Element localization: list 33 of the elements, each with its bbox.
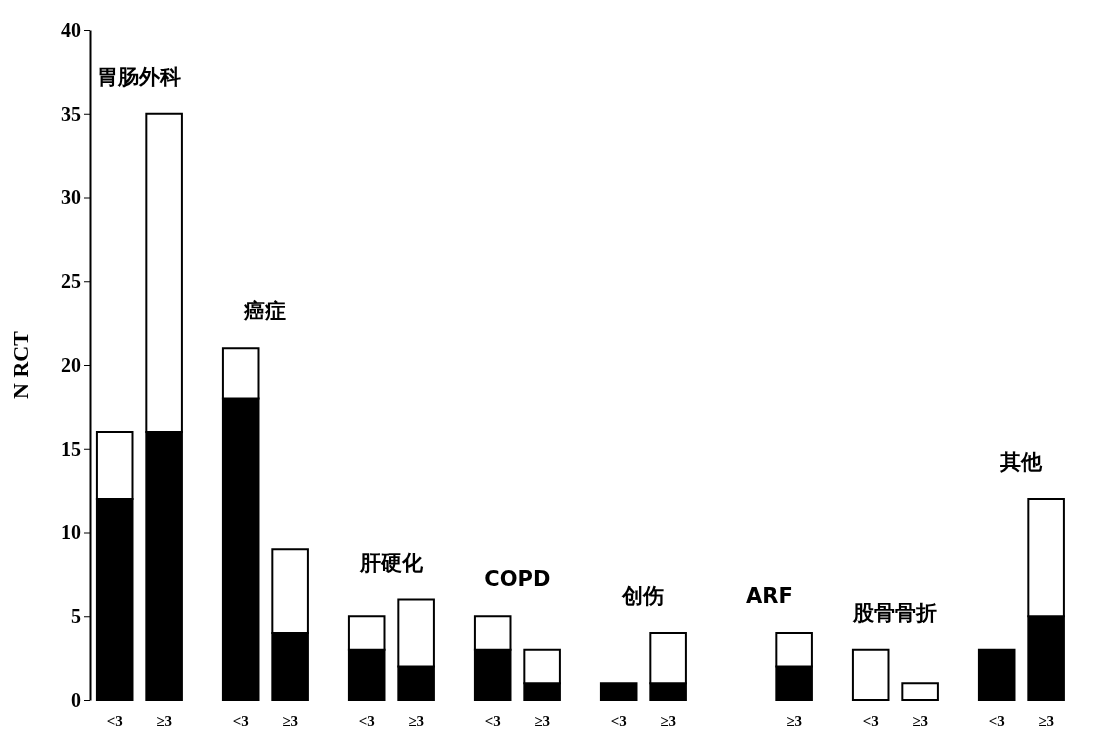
x-tick-label: ≥3 (1038, 713, 1054, 729)
x-tick-label: ≥3 (912, 713, 928, 729)
annotation: 创伤 (621, 584, 665, 608)
y-tick-label: 35 (61, 102, 81, 125)
y-axis-title: N RCT (8, 330, 33, 399)
y-tick-label: 20 (61, 353, 81, 376)
y-tick-label: 30 (61, 186, 81, 209)
x-tick-label: <3 (106, 713, 123, 729)
x-tick-label: <3 (988, 713, 1005, 729)
x-tick-label: ≥3 (534, 713, 550, 729)
y-tick-label: 15 (61, 437, 81, 460)
y-tick-label: 5 (71, 605, 81, 628)
x-tick-label: <3 (862, 713, 879, 729)
y-tick-label: 25 (61, 270, 81, 293)
annotation: 其他 (999, 450, 1044, 474)
y-tick-label: 40 (61, 18, 81, 41)
x-tick-label: ≥3 (786, 713, 802, 729)
x-tick-label: <3 (358, 713, 375, 729)
y-tick-label: 10 (61, 521, 81, 544)
annotation: 股骨骨折 (852, 600, 938, 625)
x-tick-label: ≥3 (660, 713, 676, 729)
y-tick-label: 0 (71, 688, 81, 711)
annotation: 胃肠外科 (97, 64, 182, 89)
x-tick-label: <3 (610, 713, 627, 729)
x-tick-label: ≥3 (408, 713, 424, 729)
x-tick-label: ≥3 (282, 713, 298, 729)
annotation: ARF (746, 584, 793, 608)
x-tick-label: ≥3 (156, 713, 172, 729)
annotation: 癌症 (243, 299, 287, 324)
annotation: 肝硬化 (358, 550, 424, 575)
x-tick-label: <3 (232, 713, 249, 729)
annotation: COPD (484, 567, 551, 592)
x-tick-label: <3 (484, 713, 501, 729)
